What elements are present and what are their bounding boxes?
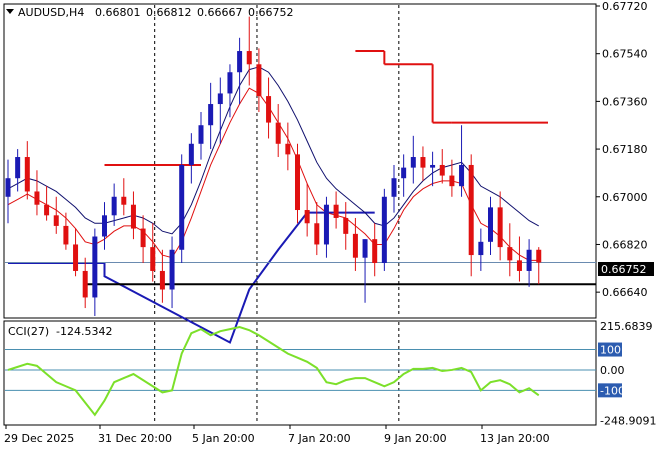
candle[interactable] <box>275 104 281 158</box>
candle[interactable] <box>430 151 436 187</box>
high-value: 0.66812 <box>146 6 192 19</box>
cci-levels <box>5 349 596 391</box>
price-tick-label: 0.67540 <box>602 48 648 61</box>
cci-level-label: -100 <box>600 384 625 397</box>
candle[interactable] <box>82 257 88 309</box>
low-value: 0.66667 <box>197 6 243 19</box>
candle[interactable] <box>401 154 407 197</box>
candle[interactable] <box>468 154 474 277</box>
blue-trend-line <box>8 211 375 344</box>
candle[interactable] <box>362 239 368 303</box>
candle[interactable] <box>159 249 165 303</box>
candle[interactable] <box>507 223 513 277</box>
price-axis: 0.67720 0.67540 0.67360 0.67180 0.67000 0.668… <box>596 0 648 299</box>
candle[interactable] <box>516 236 522 282</box>
time-tick-label: 7 Jan 20:00 <box>288 432 351 445</box>
price-tick-label: 0.67180 <box>602 143 648 156</box>
candle[interactable] <box>5 159 11 224</box>
price-tick-label: 0.67360 <box>602 95 648 108</box>
candle[interactable] <box>420 146 426 181</box>
candle[interactable] <box>34 170 40 216</box>
candle[interactable] <box>314 202 320 256</box>
close-value: 0.66752 <box>248 6 294 19</box>
cci-value: -124.5342 <box>56 325 112 338</box>
cci-tick-label: 215.6839 <box>600 320 653 333</box>
candle[interactable] <box>24 141 30 200</box>
cci-vertical-grid <box>154 322 400 424</box>
candle[interactable] <box>92 228 98 316</box>
candle[interactable] <box>169 236 175 309</box>
candle[interactable] <box>63 212 69 250</box>
candle[interactable] <box>102 202 107 250</box>
level-lines <box>5 50 596 344</box>
candle[interactable] <box>208 82 214 150</box>
candles[interactable] <box>5 16 542 316</box>
candle[interactable] <box>323 196 329 258</box>
candle[interactable] <box>198 111 204 160</box>
collapse-triangle-icon[interactable] <box>6 9 14 14</box>
symbol-label: AUDUSD,H4 <box>18 6 84 19</box>
current-price-tag <box>598 262 654 276</box>
time-tick-label: 29 Dec 2025 <box>4 432 74 445</box>
cci-level-tag <box>598 342 622 357</box>
time-axis: 29 Dec 2025 31 Dec 20:00 5 Jan 20:00 7 Jan … <box>4 425 550 445</box>
candle[interactable] <box>121 178 127 216</box>
time-tick-label: 5 Jan 20:00 <box>192 432 255 445</box>
cci-axis: 215.6839 100 0.00 -100 -248.9091 <box>598 320 656 428</box>
candle[interactable] <box>352 217 358 271</box>
cci-line <box>7 326 540 417</box>
candle[interactable] <box>73 228 79 277</box>
candle[interactable] <box>237 37 243 105</box>
candle[interactable] <box>140 215 146 264</box>
price-tick-label: 0.67000 <box>602 191 648 204</box>
cci-name: CCI(27) <box>8 325 49 338</box>
candle[interactable] <box>179 154 185 264</box>
candle[interactable] <box>246 16 252 86</box>
time-tick-label: 31 Dec 20:00 <box>98 432 172 445</box>
candle[interactable] <box>15 149 21 192</box>
price-tick-label: 0.66820 <box>602 238 648 251</box>
current-price-label: 0.66752 <box>601 263 647 276</box>
cci-level-tag <box>598 383 622 398</box>
candle[interactable] <box>497 191 503 261</box>
candle[interactable] <box>410 135 416 184</box>
cci-tick-label: 0.00 <box>600 364 625 377</box>
open-value: 0.66801 <box>95 6 141 19</box>
cci-level-label: 100 <box>600 344 621 357</box>
candle[interactable] <box>536 247 542 285</box>
candle[interactable] <box>256 48 262 112</box>
candle[interactable] <box>53 196 59 234</box>
candle[interactable] <box>285 122 291 171</box>
candle[interactable] <box>266 77 272 139</box>
candle[interactable] <box>449 159 455 197</box>
candle[interactable] <box>333 191 339 229</box>
price-tick-label: 0.66640 <box>602 286 648 299</box>
time-tick-label: 13 Jan 20:00 <box>480 432 550 445</box>
candle[interactable] <box>381 188 387 271</box>
time-tick-label: 9 Jan 20:00 <box>384 432 447 445</box>
candle[interactable] <box>217 77 223 144</box>
cci-panel-frame <box>3 320 597 426</box>
candle[interactable] <box>150 223 156 282</box>
candle[interactable] <box>111 183 117 226</box>
candle[interactable] <box>526 239 532 287</box>
candle[interactable] <box>188 133 194 184</box>
candle[interactable] <box>44 186 50 221</box>
candle[interactable] <box>488 196 493 256</box>
price-tick-label: 0.67720 <box>602 0 648 13</box>
candle[interactable] <box>459 125 465 197</box>
candle[interactable] <box>343 202 349 250</box>
candle[interactable] <box>478 228 484 271</box>
candle[interactable] <box>439 149 445 184</box>
cci-tick-label: -248.9091 <box>600 415 656 428</box>
slow-ma-line <box>7 66 539 235</box>
cci-series-line <box>7 326 540 417</box>
candle[interactable] <box>130 191 136 240</box>
candle[interactable] <box>227 64 233 118</box>
candle[interactable] <box>372 223 378 277</box>
candle[interactable] <box>304 183 310 237</box>
candle[interactable] <box>295 143 300 224</box>
candle[interactable] <box>391 164 397 213</box>
